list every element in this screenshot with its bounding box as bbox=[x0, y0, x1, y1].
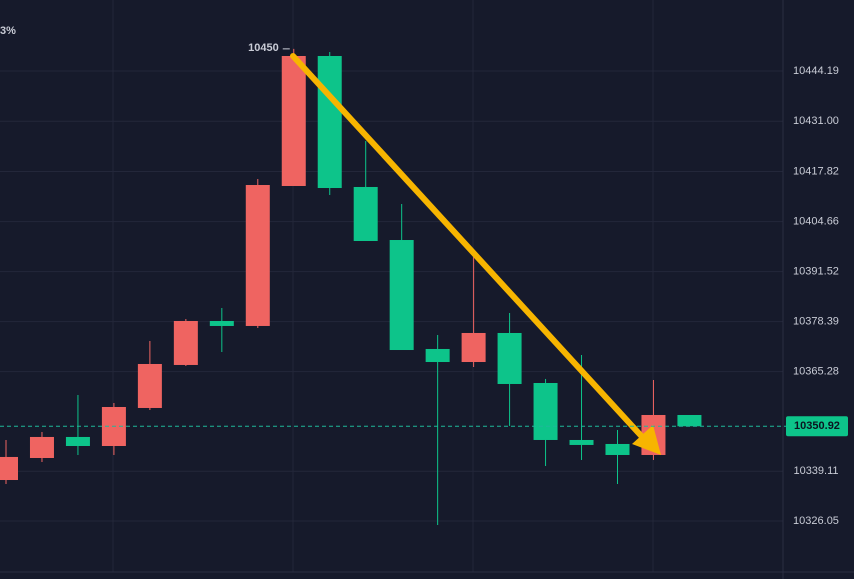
last-price-label: 10350.92 bbox=[794, 420, 840, 432]
y-tick-label: 10431.00 bbox=[793, 115, 839, 127]
candle-body bbox=[281, 55, 306, 186]
candle-body bbox=[245, 185, 270, 326]
candle-body bbox=[137, 363, 162, 408]
trend-arrow bbox=[290, 53, 661, 455]
y-tick-label: 10365.28 bbox=[793, 365, 839, 377]
candle-body bbox=[317, 55, 342, 189]
candle-body bbox=[461, 332, 486, 363]
labels: 10444.19 10431.00 10417.82 10404.66 10391.52… bbox=[0, 42, 848, 527]
candle-body bbox=[533, 382, 558, 440]
arrow-head bbox=[632, 425, 661, 455]
candle-body bbox=[569, 439, 594, 445]
candle-body bbox=[425, 348, 450, 363]
candle-body bbox=[497, 332, 522, 384]
y-tick-label: 10404.66 bbox=[793, 215, 839, 227]
y-tick-label: 10326.05 bbox=[793, 515, 839, 527]
last-price-tag bbox=[786, 416, 848, 437]
y-tick-label: 10444.19 bbox=[793, 65, 839, 77]
y-tick-label: 10378.39 bbox=[793, 316, 839, 328]
arrow-shaft bbox=[290, 53, 648, 443]
y-tick-label: 10391.52 bbox=[793, 266, 839, 278]
candle-body bbox=[605, 443, 630, 455]
candle-body bbox=[29, 436, 54, 458]
y-tick-label: 10417.82 bbox=[793, 165, 839, 177]
candle-body bbox=[65, 436, 90, 446]
high-label: 10450 bbox=[248, 42, 279, 54]
y-tick-label: 10339.11 bbox=[793, 465, 838, 477]
candle-body bbox=[389, 240, 414, 351]
candles bbox=[0, 48, 702, 525]
corner-text: 3% bbox=[0, 25, 16, 37]
candle-body bbox=[353, 186, 378, 241]
candle-body bbox=[173, 320, 198, 365]
candle-body bbox=[677, 414, 702, 427]
candle-body bbox=[0, 456, 18, 481]
candle-body bbox=[209, 320, 234, 326]
